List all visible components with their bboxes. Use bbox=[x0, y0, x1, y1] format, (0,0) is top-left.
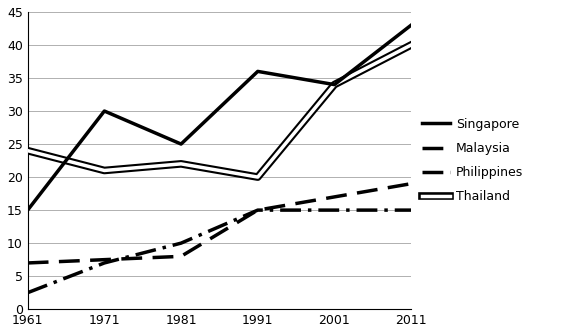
Thailand bbox=[408, 43, 415, 47]
Line: Singapore: Singapore bbox=[27, 25, 411, 210]
Thailand bbox=[331, 82, 338, 87]
Philippines bbox=[331, 208, 338, 212]
Philippines bbox=[254, 208, 261, 212]
Line: Malaysia: Malaysia bbox=[27, 184, 411, 263]
Malaysia bbox=[408, 182, 415, 186]
Philippines bbox=[408, 208, 415, 212]
Philippines bbox=[24, 291, 31, 295]
Singapore bbox=[331, 82, 338, 87]
Legend: Singapore, Malaysia, Philippines, Thailand: Singapore, Malaysia, Philippines, Thaila… bbox=[417, 113, 528, 208]
Thailand bbox=[254, 175, 261, 179]
Thailand bbox=[101, 168, 108, 172]
Thailand bbox=[178, 162, 184, 166]
Singapore bbox=[408, 23, 415, 27]
Singapore bbox=[24, 208, 31, 212]
Line: Thailand: Thailand bbox=[27, 45, 411, 177]
Thailand bbox=[24, 149, 31, 153]
Singapore bbox=[178, 142, 184, 146]
Malaysia bbox=[101, 258, 108, 262]
Malaysia bbox=[331, 195, 338, 199]
Philippines bbox=[101, 261, 108, 265]
Malaysia bbox=[178, 255, 184, 259]
Philippines bbox=[178, 241, 184, 245]
Malaysia bbox=[24, 261, 31, 265]
Malaysia bbox=[254, 208, 261, 212]
Singapore bbox=[254, 69, 261, 73]
Line: Philippines: Philippines bbox=[27, 210, 411, 293]
Singapore bbox=[101, 109, 108, 113]
